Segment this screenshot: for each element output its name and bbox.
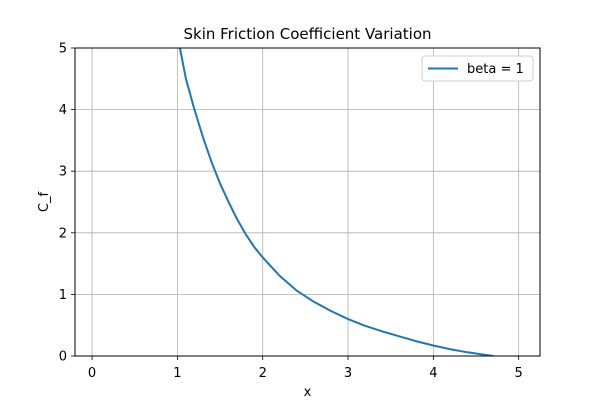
plot-area-frame: [74, 47, 541, 357]
series-layer: [178, 48, 495, 356]
x-tick-label: 2: [259, 366, 267, 381]
x-tick-label: 4: [429, 366, 437, 381]
y-tick-label: 2: [59, 226, 67, 241]
series-line-0: [178, 48, 495, 356]
y-axis-label: C_f: [37, 192, 52, 213]
axis-ticks: 0 1 2 3 4 5 0 1 2 3 4 5: [59, 42, 523, 382]
x-tick-label: 0: [88, 366, 96, 381]
x-axis-label: x: [304, 385, 312, 400]
grid: [75, 47, 540, 357]
y-tick-label: 0: [59, 350, 67, 365]
legend: beta = 1: [421, 55, 534, 82]
x-tick-label: 5: [515, 366, 523, 381]
legend-label: beta = 1: [467, 62, 524, 77]
y-tick-label: 1: [59, 288, 67, 303]
x-tick-label: 1: [173, 366, 181, 381]
legend-box: [421, 55, 534, 82]
x-tick-label: 3: [344, 366, 352, 381]
y-tick-label: 4: [59, 103, 67, 118]
chart-title: Skin Friction Coefficient Variation: [184, 25, 432, 43]
y-tick-label: 5: [59, 42, 67, 57]
y-tick-label: 3: [59, 165, 67, 180]
